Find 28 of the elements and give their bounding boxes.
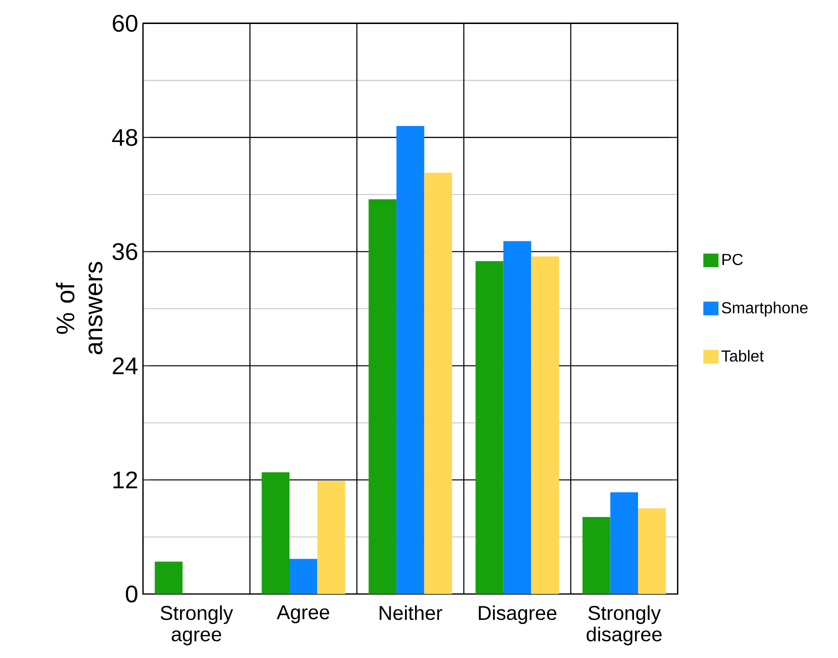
- bar: [424, 172, 452, 594]
- bar: [262, 472, 290, 594]
- bar: [638, 508, 666, 594]
- y-tick-label: 36: [112, 243, 138, 260]
- bar: [290, 558, 318, 594]
- y-tick-label: 0: [126, 585, 138, 602]
- x-tick-label: Strongly disagree: [586, 605, 662, 646]
- y-tick-label: 12: [113, 471, 138, 488]
- bar: [531, 256, 559, 594]
- y-tick-label: 24: [112, 357, 138, 374]
- bar: [317, 480, 346, 594]
- legend-label: Tablet: [722, 350, 764, 362]
- x-tick-label: Strongly agree: [160, 605, 234, 646]
- bar: [582, 516, 610, 594]
- legend-label: Smartphone: [722, 302, 808, 317]
- bar: [396, 126, 424, 594]
- y-tick-label: 48: [112, 128, 138, 146]
- x-tick-label: Agree: [276, 605, 330, 624]
- y-axis-title: % of answers: [56, 262, 102, 354]
- y-tick-label: 60: [112, 14, 138, 32]
- bar: [476, 261, 504, 594]
- legend-label: PC: [722, 254, 743, 266]
- bar: [610, 492, 638, 594]
- x-tick-label: Disagree: [478, 605, 556, 624]
- bar: [154, 562, 183, 594]
- x-tick-label: Neither: [380, 605, 442, 620]
- bar: [503, 241, 532, 594]
- bar: [368, 199, 396, 594]
